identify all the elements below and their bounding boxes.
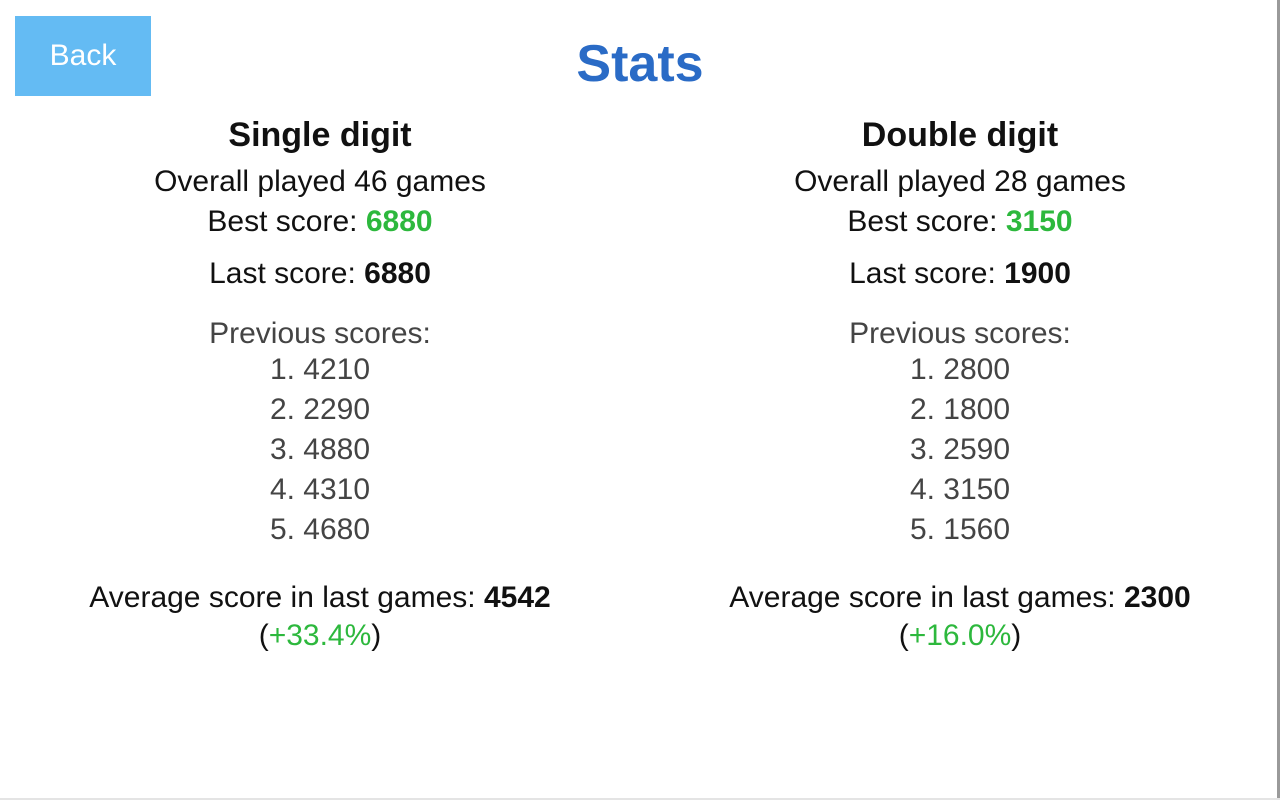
previous-scores-label: Previous scores:: [209, 317, 431, 350]
last-score-label: Last score:: [849, 257, 1005, 290]
paren-close: ): [371, 619, 382, 652]
average-change-value: +16.0%: [908, 619, 1012, 652]
previous-score-item: 5. 4680: [269, 513, 371, 546]
paren-close: ): [1011, 619, 1022, 652]
paren-open: (: [258, 619, 269, 652]
overall-played: Overall played 28 games: [794, 165, 1126, 198]
average-change: (+16.0%): [640, 616, 1280, 656]
average-score: Average score in last games: 2300: [640, 578, 1280, 618]
section-title: Single digit: [228, 116, 412, 154]
window-border-bottom: [0, 798, 1280, 800]
previous-score-item: 1. 4210: [269, 353, 371, 386]
section-title: Double digit: [861, 116, 1059, 154]
previous-score-item: 5. 1560: [909, 513, 1011, 546]
average-score-value: 2300: [1123, 581, 1191, 614]
average-score-label: Average score in last games:: [89, 581, 484, 614]
previous-score-item: 2. 1800: [909, 393, 1011, 426]
best-score-value: 3150: [1005, 205, 1073, 238]
last-score-value: 1900: [1004, 257, 1071, 290]
paren-open: (: [898, 619, 909, 652]
previous-score-item: 3. 2590: [909, 433, 1011, 466]
previous-score-item: 4. 3150: [909, 473, 1011, 506]
average-score-label: Average score in last games:: [729, 581, 1124, 614]
best-score-label: Best score:: [207, 205, 366, 238]
average-score-value: 4542: [483, 581, 551, 614]
previous-score-item: 2. 2290: [269, 393, 371, 426]
page-title: Stats: [576, 35, 704, 93]
best-score-label: Best score:: [847, 205, 1006, 238]
average-change-value: +33.4%: [268, 619, 372, 652]
overall-played: Overall played 46 games: [154, 165, 486, 198]
last-score-value: 6880: [364, 257, 431, 290]
best-score: Best score: 3150: [640, 202, 1280, 242]
previous-score-item: 4. 4310: [269, 473, 371, 506]
last-score-label: Last score:: [209, 257, 365, 290]
previous-score-item: 3. 4880: [269, 433, 371, 466]
previous-scores-label: Previous scores:: [849, 317, 1071, 350]
best-score: Best score: 6880: [0, 202, 640, 242]
last-score: Last score: 1900: [640, 254, 1280, 294]
previous-score-item: 1. 2800: [909, 353, 1011, 386]
best-score-value: 6880: [365, 205, 433, 238]
window-border-right: [1277, 0, 1280, 800]
average-score: Average score in last games: 4542: [0, 578, 640, 618]
average-change: (+33.4%): [0, 616, 640, 656]
back-button[interactable]: Back: [15, 16, 151, 96]
last-score: Last score: 6880: [0, 254, 640, 294]
